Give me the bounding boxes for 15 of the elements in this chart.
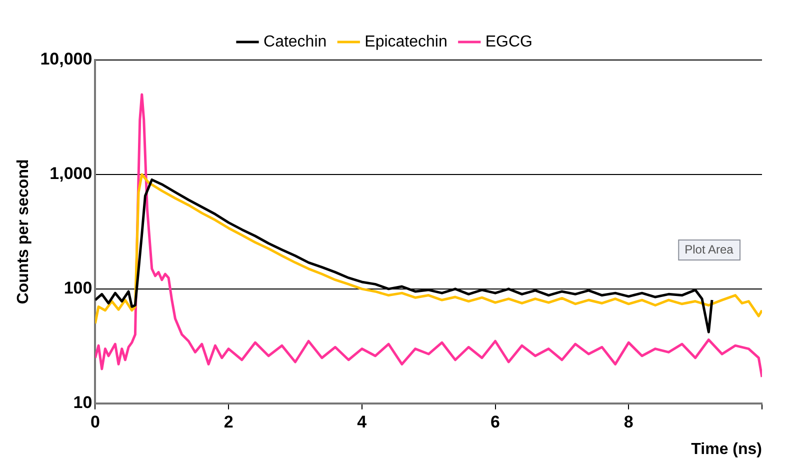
x-axis-title: Time (ns) [691, 440, 762, 458]
x-tick-label: 6 [490, 412, 500, 432]
x-tick-label: 8 [624, 412, 634, 432]
y-tick-label: 10,000 [40, 50, 92, 69]
legend-label: EGCG [485, 33, 532, 50]
y-tick-label: 100 [64, 278, 92, 298]
x-tick-label: 0 [90, 412, 100, 432]
x-tick-label: 4 [357, 412, 368, 432]
y-tick-label: 1,000 [50, 164, 92, 184]
y-axis-title: Counts per second [15, 159, 32, 304]
legend-label: Catechin [264, 33, 327, 50]
annotation: Plot Area [684, 242, 734, 256]
legend-label: Epicatechin [364, 33, 448, 50]
y-tick-label: 10 [73, 393, 92, 412]
x-tick-label: 2 [224, 412, 234, 432]
